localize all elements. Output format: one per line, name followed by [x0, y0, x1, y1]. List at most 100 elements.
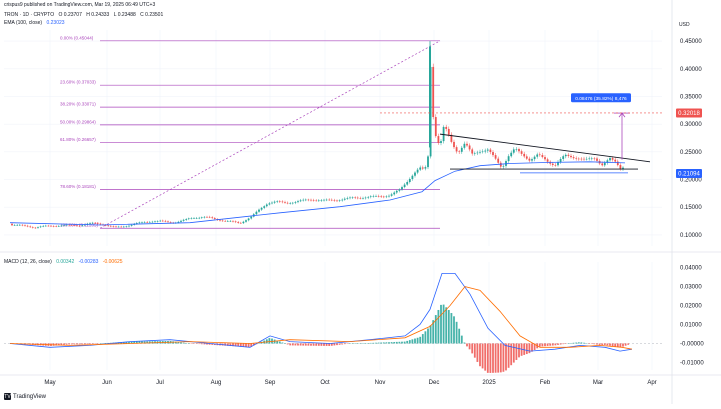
x-tick-label: Sep — [265, 380, 276, 386]
macd-label[interactable]: MACD (12, 26, close) — [4, 259, 52, 265]
candle-body — [583, 159, 585, 160]
macd-histogram-bar — [526, 343, 528, 354]
macd-histogram-bar — [505, 343, 507, 370]
price-badge-target-text: 0.32018 — [678, 111, 700, 117]
candle-body — [461, 148, 463, 152]
candle-body — [292, 203, 294, 204]
x-tick-label: 2025 — [482, 380, 496, 386]
macd-histogram-bar — [81, 343, 83, 344]
macd-histogram-bar — [549, 343, 551, 345]
macd-histogram-bar — [71, 343, 73, 344]
macd-histogram-bar — [308, 343, 310, 345]
y-tick-label: 0.40000 — [680, 67, 702, 73]
macd-signal-line — [10, 287, 632, 350]
candle-body — [180, 221, 182, 222]
candle-body — [396, 191, 398, 193]
macd-histogram-bar — [609, 343, 611, 345]
macd-histogram-bar — [406, 341, 408, 344]
candle-body — [188, 218, 190, 219]
macd-histogram-bar — [612, 343, 614, 346]
candle-body — [284, 202, 286, 203]
candle-body — [336, 201, 338, 202]
candle-body — [367, 197, 369, 198]
macd-histogram-bar — [458, 329, 460, 344]
macd-histogram-bar — [555, 343, 557, 345]
macd-histogram-bar — [448, 310, 450, 343]
candle-body — [409, 179, 411, 182]
candle-body — [89, 223, 91, 224]
macd-histogram-bar — [464, 343, 466, 344]
ema-label[interactable]: EMA (100, close) — [4, 20, 42, 26]
candle-body — [94, 223, 96, 224]
candle-body — [429, 47, 431, 148]
x-tick-label: Jul — [156, 380, 164, 386]
symbol-label[interactable]: TRON · 1D · CRYPTO — [4, 12, 54, 18]
candle-body — [391, 194, 393, 195]
candle-body — [144, 222, 146, 223]
candle-body — [63, 225, 65, 226]
macd-histogram-bar — [471, 343, 473, 353]
macd-histogram-bar — [180, 342, 182, 343]
candle-body — [250, 217, 252, 219]
macd-histogram-bar — [409, 340, 411, 343]
measure-badge-text: 0.08476 (35.82%) 8,476 — [575, 96, 627, 102]
candle-body — [536, 154, 538, 156]
candle-body — [300, 200, 302, 201]
candle-body — [282, 202, 284, 203]
macd-histogram-bar — [269, 338, 271, 343]
macd-histogram-bar — [68, 343, 70, 344]
candle-body — [279, 201, 281, 202]
macd-histogram-bar — [583, 343, 585, 344]
candle-body — [604, 163, 606, 165]
candle-body — [146, 222, 148, 223]
candle-body — [323, 200, 325, 201]
macd-histogram-bar — [63, 343, 65, 344]
macd-histogram-bar — [461, 336, 463, 344]
candle-body — [243, 222, 245, 223]
fib-level-label: 23.60% (0.37033) — [60, 80, 96, 85]
candle-body — [347, 198, 349, 199]
candle-body — [131, 225, 133, 226]
candle-body — [48, 226, 50, 227]
y-tick-label: 0.45000 — [680, 39, 702, 45]
tradingview-logo[interactable]: TV TradingView — [4, 393, 46, 400]
candle-body — [152, 222, 154, 223]
macd-histogram-bar — [310, 343, 312, 345]
y-tick-label: 0.30000 — [680, 122, 702, 128]
candle-body — [100, 224, 102, 225]
macd-histogram-bar — [318, 343, 320, 345]
symbol-header: TRON · 1D · CRYPTO O 0.23707 H 0.24333 L… — [4, 12, 166, 18]
macd-histogram-bar — [581, 342, 583, 343]
candle-body — [230, 221, 232, 222]
candle-body — [289, 203, 291, 204]
macd-y-tick-label: -0.00000 — [680, 341, 704, 347]
candle-body — [555, 165, 557, 166]
candle-body — [523, 154, 525, 157]
candle-body — [617, 162, 619, 166]
candle-body — [206, 217, 208, 218]
candle-body — [596, 158, 598, 160]
macd-histogram-bar — [560, 343, 562, 344]
candle-body — [81, 225, 83, 226]
ohlc-high: H 0.24333 — [86, 12, 109, 18]
macd-histogram-bar — [599, 343, 601, 344]
candle-body — [271, 203, 273, 204]
macd-histogram-bar — [373, 343, 375, 344]
macd-histogram-bar — [305, 343, 307, 345]
candle-body — [74, 225, 76, 226]
candle-body — [76, 226, 78, 227]
candle-body — [484, 151, 486, 152]
candle-body — [196, 218, 198, 219]
y-tick-label: 0.35000 — [680, 94, 702, 100]
candle-body — [211, 217, 213, 218]
candle-body — [276, 201, 278, 202]
candle-body — [35, 228, 37, 229]
candle-body — [438, 136, 440, 143]
candle-body — [204, 217, 206, 218]
macd-histogram-bar — [430, 325, 432, 343]
candle-body — [214, 218, 216, 219]
macd-histogram-bar — [443, 305, 445, 344]
macd-histogram-bar — [336, 343, 338, 345]
macd-y-tick-label: 0.01000 — [680, 323, 702, 329]
